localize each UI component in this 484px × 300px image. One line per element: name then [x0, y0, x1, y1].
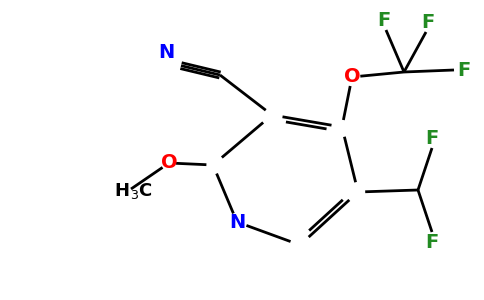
Text: N: N	[158, 44, 174, 62]
Text: O: O	[161, 154, 177, 172]
Text: $_3$C: $_3$C	[130, 181, 153, 201]
Text: H: H	[114, 182, 129, 200]
Text: O: O	[344, 68, 360, 86]
Text: N: N	[229, 212, 245, 232]
Text: F: F	[457, 61, 470, 80]
Text: F: F	[378, 11, 391, 29]
Text: F: F	[425, 232, 439, 251]
Text: F: F	[422, 13, 435, 32]
Text: F: F	[425, 128, 439, 148]
